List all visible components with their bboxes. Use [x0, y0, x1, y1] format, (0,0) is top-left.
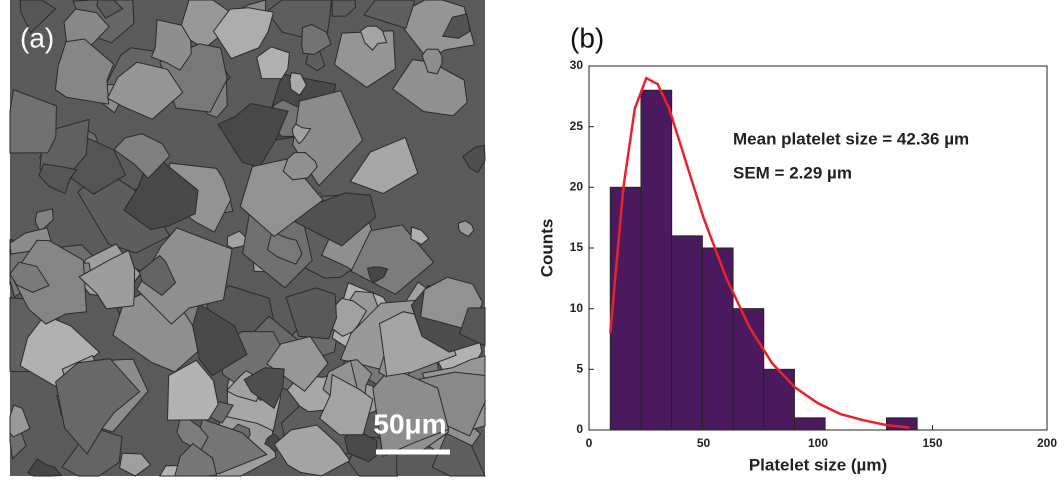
- x-tick-label: 100: [808, 436, 828, 450]
- scale-bar-label: 50μm: [373, 408, 446, 439]
- bar: [886, 418, 917, 430]
- x-tick-label: 200: [1037, 436, 1057, 450]
- y-tick-label: 15: [570, 240, 584, 254]
- bar: [610, 187, 641, 430]
- bar: [702, 248, 733, 430]
- annotation: SEM = 2.29 µm: [733, 163, 852, 182]
- figure: (a) 50μm (b) Platelet size (µm) Counts M…: [0, 0, 1064, 481]
- x-tick-label: 50: [697, 436, 711, 450]
- x-axis-label: Platelet size (µm): [749, 455, 887, 474]
- y-tick-label: 5: [576, 362, 583, 376]
- y-axis-label: Counts: [537, 219, 556, 278]
- y-tick-label: 10: [570, 301, 584, 315]
- x-tick-label: 150: [922, 436, 942, 450]
- y-tick-label: 30: [570, 58, 584, 72]
- bar: [764, 369, 795, 430]
- bar: [794, 418, 825, 430]
- panel-label: (b): [570, 22, 604, 53]
- y-tick-label: 0: [576, 422, 583, 436]
- annotation: Mean platelet size = 42.36 µm: [733, 129, 969, 148]
- x-tick-label: 0: [586, 436, 593, 450]
- y-tick-label: 20: [570, 180, 584, 194]
- y-tick-label: 25: [570, 119, 584, 133]
- bar: [641, 90, 672, 430]
- bar: [672, 236, 703, 430]
- panel-label: (a): [20, 22, 54, 53]
